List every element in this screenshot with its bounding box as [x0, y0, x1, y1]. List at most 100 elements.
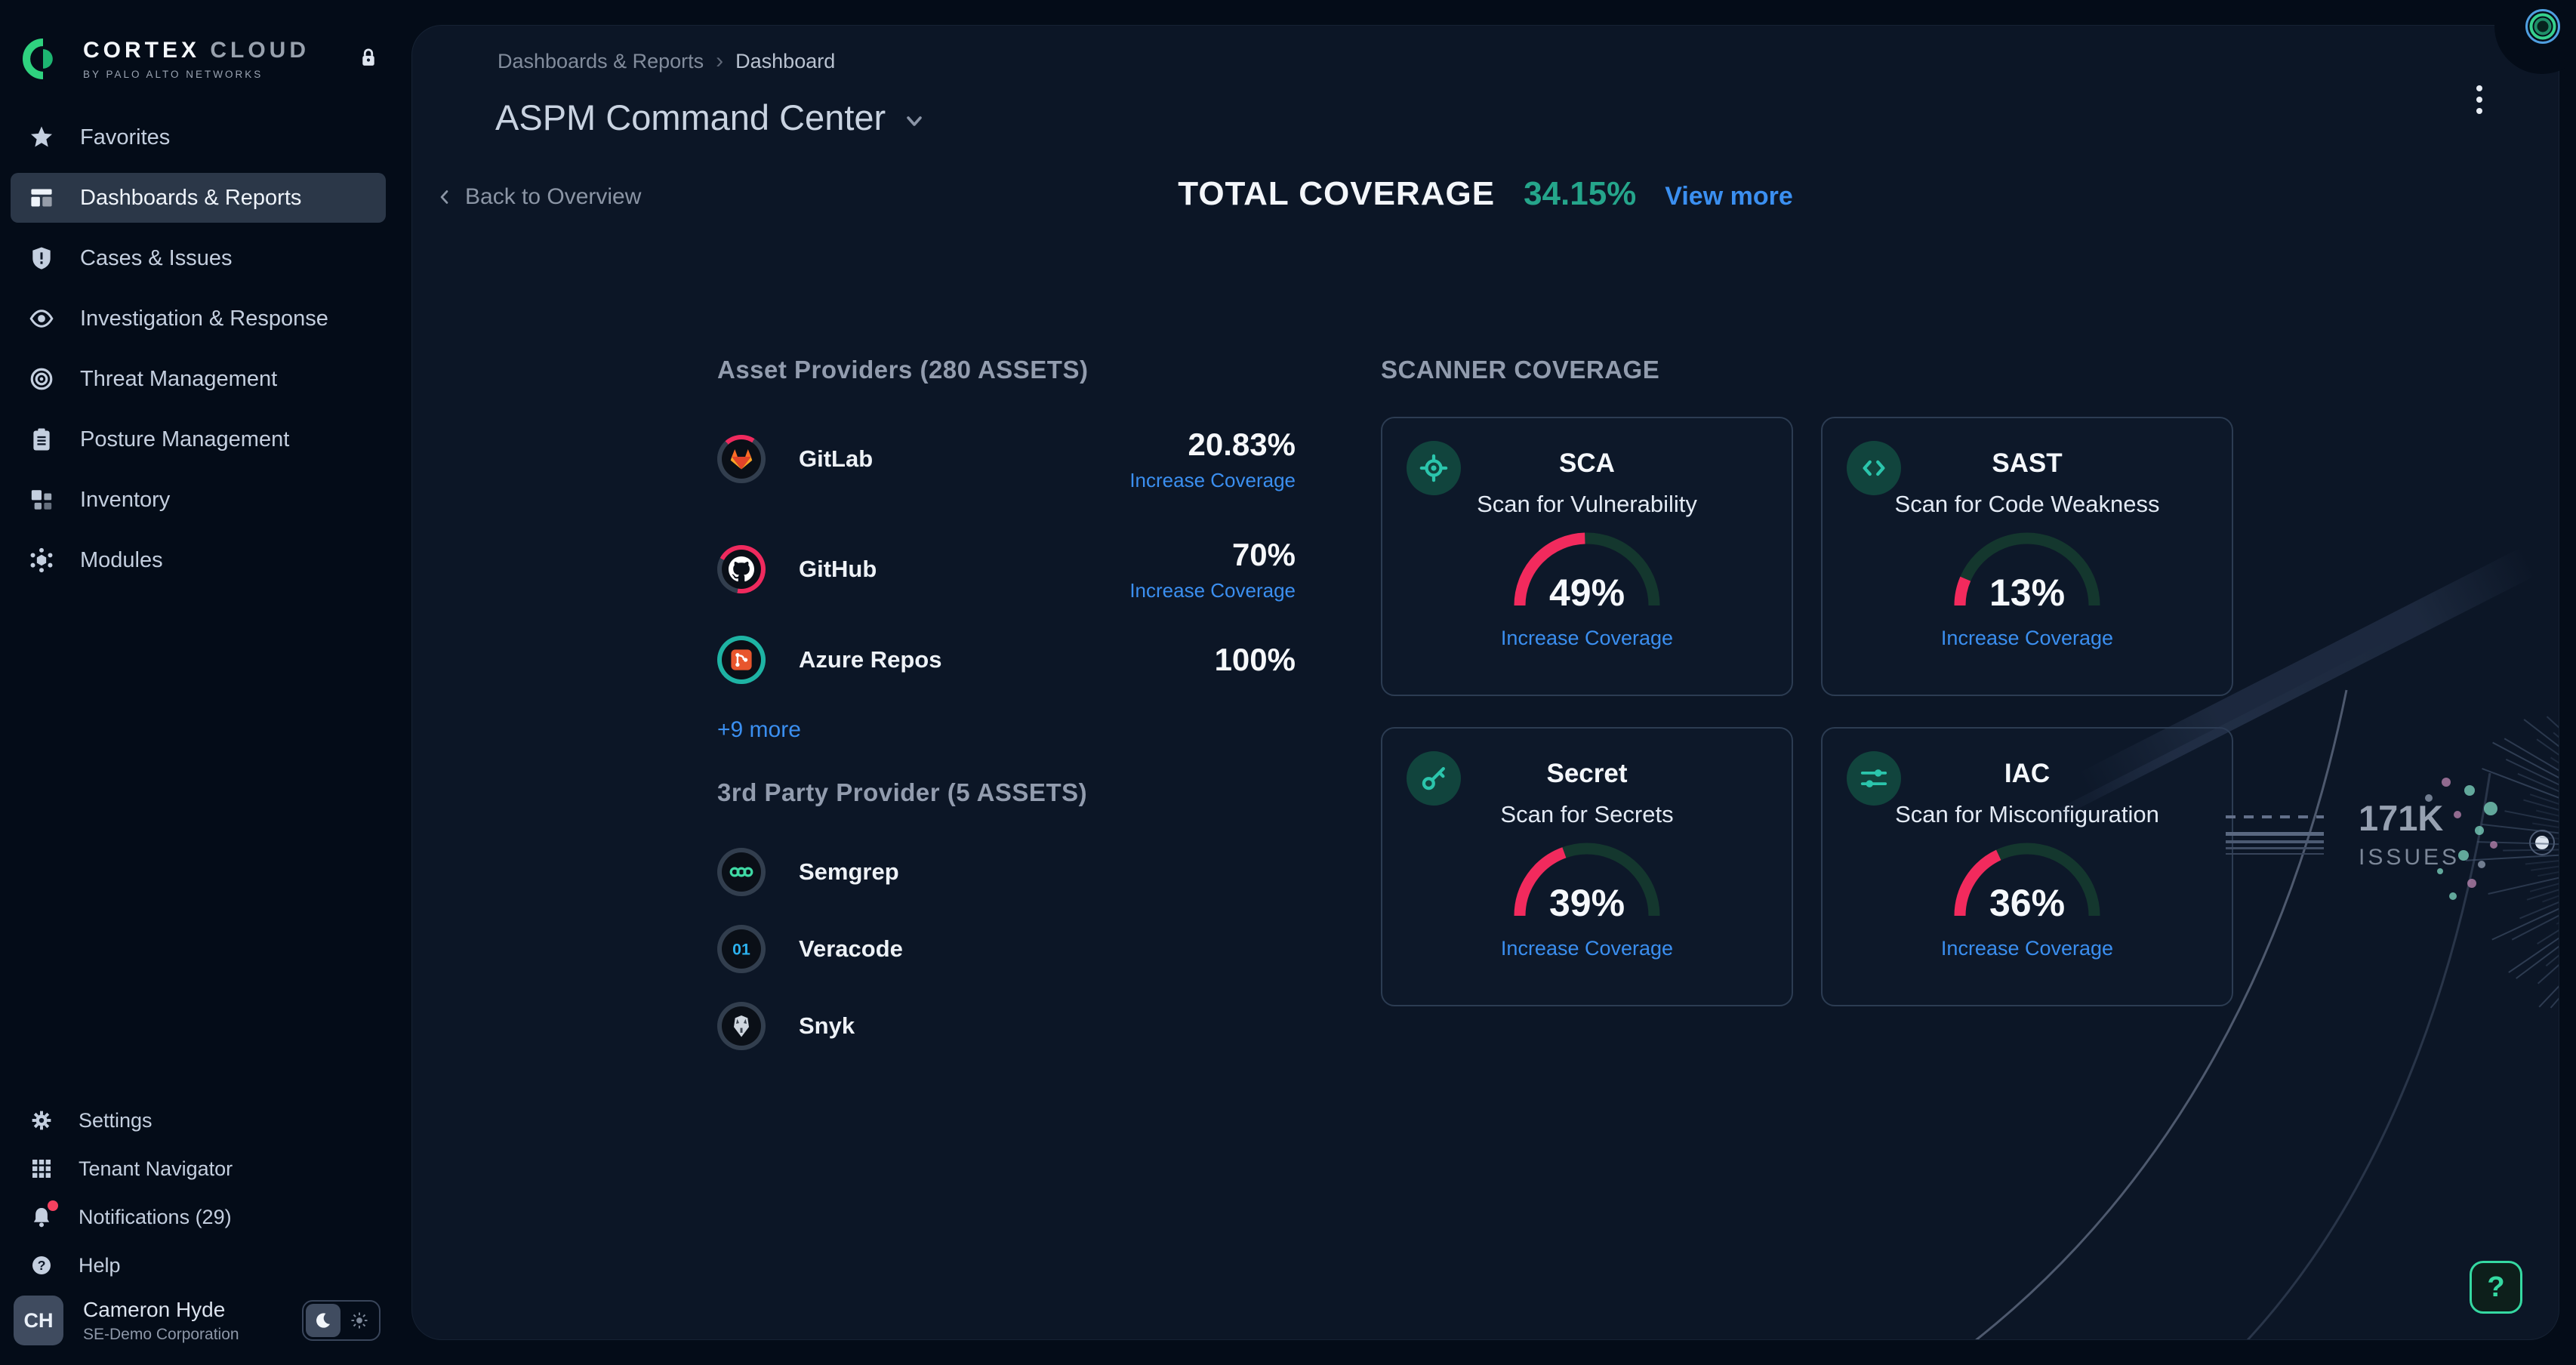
user-org: SE-Demo Corporation	[83, 1325, 239, 1343]
decorative-dots	[2411, 772, 2517, 915]
coverage-gauge: 36%	[1948, 836, 2106, 925]
theme-light-button[interactable]	[342, 1304, 377, 1337]
scanner-icon-chip	[1847, 751, 1901, 806]
sidebar-item-help[interactable]: Help	[0, 1241, 404, 1290]
asset-providers-heading: Asset Providers (280 ASSETS)	[717, 356, 1089, 384]
total-coverage-label: TOTAL COVERAGE	[1178, 175, 1496, 212]
scanner-card-secret: Secret Scan for Secrets 39% Increase Cov…	[1381, 727, 1793, 1006]
target-icon	[29, 366, 54, 392]
issues-widget: 171K ISSUES	[2359, 797, 2460, 870]
provider-coverage-percent: 70%	[1231, 536, 1296, 572]
scanner-coverage-section: SCANNER COVERAGE SCA Scan for Vulnerabil…	[1381, 355, 2233, 1006]
coverage-percent: 49%	[1548, 572, 1625, 614]
inventory-icon	[29, 487, 54, 513]
third-party-row-semgrep: Semgrep	[717, 846, 1296, 898]
github-icon	[729, 556, 754, 582]
main-panel: Dashboards & Reports › Dashboard ASPM Co…	[411, 25, 2559, 1340]
provider-coverage-ring	[717, 435, 766, 483]
sidebar-item-dashboards-reports[interactable]: Dashboards & Reports	[11, 173, 386, 223]
breadcrumb-page: Dashboard	[735, 49, 836, 72]
provider-name: GitLab	[799, 445, 874, 472]
breadcrumb-separator: ›	[716, 48, 724, 73]
coverage-gauge: 49%	[1508, 525, 1666, 615]
scanner-icon-chip	[1407, 751, 1461, 806]
third-party-logo-ring	[717, 1002, 766, 1050]
provider-coverage-ring	[717, 545, 766, 593]
scanner-card-sast: SAST Scan for Code Weakness 13% Increase…	[1821, 417, 2233, 696]
increase-coverage-link[interactable]: Increase Coverage	[1940, 627, 2114, 649]
coverage-percent: 39%	[1548, 882, 1625, 924]
page-title: ASPM Command Center	[495, 97, 886, 137]
avatar[interactable]: CH	[14, 1296, 63, 1345]
theme-toggle[interactable]	[302, 1300, 381, 1341]
coverage-percent: 36%	[1989, 882, 2066, 924]
sidebar-item-threat-management[interactable]: Threat Management	[0, 349, 404, 409]
veracode-icon	[729, 936, 754, 962]
gitlab-icon	[729, 446, 754, 472]
breadcrumb-section[interactable]: Dashboards & Reports	[498, 49, 704, 72]
sidebar-item-label: Investigation & Response	[80, 306, 328, 331]
increase-coverage-link[interactable]: Increase Coverage	[1500, 627, 1674, 649]
issues-label: ISSUES	[2359, 845, 2460, 870]
code-icon	[1860, 454, 1888, 482]
third-party-name: Snyk	[799, 1012, 855, 1039]
more-options-button[interactable]	[2463, 77, 2496, 122]
sidebar-item-inventory[interactable]: Inventory	[0, 470, 404, 530]
sidebar-item-posture-management[interactable]: Posture Management	[0, 409, 404, 470]
azure-icon	[729, 647, 754, 673]
sliders-icon	[1860, 764, 1888, 793]
more-providers-link[interactable]: +9 more	[717, 717, 801, 742]
sidebar-item-settings[interactable]: Settings	[0, 1096, 404, 1145]
provider-name: GitHub	[799, 556, 877, 582]
grid-icon	[30, 1157, 53, 1180]
shield-icon	[29, 245, 54, 271]
increase-coverage-link[interactable]: Increase Coverage	[1940, 937, 2114, 960]
gear-icon	[30, 1109, 53, 1132]
dashboard-title-dropdown[interactable]: ASPM Command Center	[495, 97, 926, 138]
provider-row-gitlab: GitLab 20.83% Increase Coverage	[717, 424, 1296, 494]
scanner-card-iac: IAC Scan for Misconfiguration 36% Increa…	[1821, 727, 2233, 1006]
increase-coverage-link[interactable]: Increase Coverage	[1129, 468, 1296, 491]
provider-row-github: GitHub 70% Increase Coverage	[717, 535, 1296, 604]
back-to-overview-link[interactable]: Back to Overview	[435, 184, 641, 210]
sidebar-item-tenant-navigator[interactable]: Tenant Navigator	[0, 1145, 404, 1193]
increase-coverage-link[interactable]: Increase Coverage	[1129, 578, 1296, 602]
scanner-coverage-heading: SCANNER COVERAGE	[1381, 356, 1660, 384]
breadcrumb: Dashboards & Reports › Dashboard	[498, 48, 835, 74]
scanner-card-subtitle: Scan for Code Weakness	[1894, 491, 2160, 517]
coverage-gauge: 13%	[1948, 525, 2106, 615]
third-party-name: Veracode	[799, 935, 903, 962]
help-button[interactable]: ?	[2470, 1261, 2522, 1314]
lock-icon[interactable]	[358, 47, 379, 68]
provider-name: Azure Repos	[799, 646, 942, 673]
scanner-card-subtitle: Scan for Vulnerability	[1477, 491, 1697, 517]
cortex-logo-icon	[23, 39, 53, 79]
clipboard-icon	[29, 427, 54, 452]
view-more-link[interactable]: View more	[1665, 182, 1793, 211]
brand: CORTEX CLOUD BY PALO ALTO NETWORKS	[23, 38, 310, 80]
increase-coverage-link[interactable]: Increase Coverage	[1500, 937, 1674, 960]
sidebar-item-modules[interactable]: Modules	[0, 530, 404, 590]
corner-rings-logo-icon[interactable]	[2524, 8, 2562, 45]
sidebar-item-cases-issues[interactable]: Cases & Issues	[0, 228, 404, 288]
star-icon	[29, 125, 54, 150]
sidebar-item-investigation-response[interactable]: Investigation & Response	[0, 288, 404, 349]
sidebar-item-label: Settings	[79, 1108, 153, 1132]
modules-icon	[29, 547, 54, 573]
theme-dark-button[interactable]	[306, 1304, 340, 1337]
sidebar-item-label: Posture Management	[80, 427, 290, 451]
third-party-list: Semgrep Veracode Snyk	[717, 846, 1296, 1052]
scanner-icon-chip	[1847, 441, 1901, 495]
scanner-card-title: Secret	[1546, 759, 1628, 788]
sidebar-item-label: Modules	[80, 547, 163, 572]
sidebar-item-favorites[interactable]: Favorites	[0, 107, 404, 168]
dashboards-icon	[29, 185, 54, 211]
third-party-logo-ring	[717, 925, 766, 973]
sidebar-item-label: Tenant Navigator	[79, 1157, 233, 1180]
scanner-card-title: SCA	[1559, 448, 1615, 478]
total-coverage-bar: TOTAL COVERAGE 34.15% View more	[412, 175, 2559, 213]
issues-count: 171K	[2359, 798, 2444, 838]
scan-icon	[1419, 454, 1448, 482]
user-row[interactable]: CH Cameron Hyde SE-Demo Corporation	[14, 1296, 239, 1345]
sidebar-item-notifications-29[interactable]: Notifications (29)	[0, 1193, 404, 1241]
